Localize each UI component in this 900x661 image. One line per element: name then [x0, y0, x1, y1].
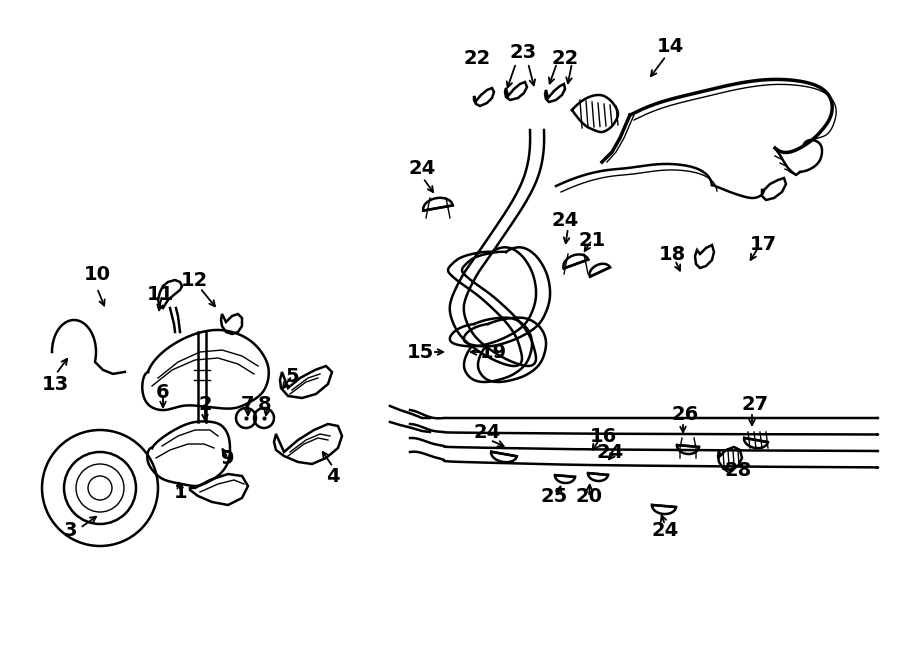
Text: 8: 8 [258, 395, 272, 414]
Text: 24: 24 [597, 442, 624, 461]
Text: 20: 20 [575, 488, 602, 506]
Text: 24: 24 [552, 210, 579, 229]
Polygon shape [762, 178, 786, 200]
Text: 7: 7 [241, 395, 255, 414]
Polygon shape [221, 314, 242, 334]
Text: 6: 6 [157, 383, 170, 403]
Text: 24: 24 [473, 422, 500, 442]
Text: 26: 26 [671, 405, 698, 424]
Polygon shape [474, 88, 494, 106]
Polygon shape [718, 447, 742, 470]
Polygon shape [588, 473, 608, 481]
Text: 21: 21 [579, 231, 606, 249]
Polygon shape [695, 245, 714, 268]
Text: 24: 24 [409, 159, 436, 178]
Text: 5: 5 [285, 366, 299, 385]
Polygon shape [190, 474, 248, 505]
Polygon shape [590, 264, 610, 277]
Polygon shape [652, 505, 676, 514]
Text: 16: 16 [590, 428, 616, 446]
Text: 11: 11 [147, 286, 174, 305]
Polygon shape [677, 445, 699, 454]
Text: 13: 13 [41, 375, 68, 395]
Text: 12: 12 [180, 270, 208, 290]
Polygon shape [505, 82, 527, 100]
Text: 14: 14 [656, 36, 684, 56]
Text: 23: 23 [509, 42, 536, 61]
Text: 24: 24 [652, 520, 679, 539]
Text: 2: 2 [198, 395, 212, 414]
Text: 17: 17 [750, 235, 777, 254]
Text: 28: 28 [724, 461, 751, 479]
Text: 4: 4 [326, 467, 340, 486]
Text: 19: 19 [480, 342, 507, 362]
Polygon shape [555, 475, 575, 483]
Text: 10: 10 [84, 266, 111, 284]
Polygon shape [545, 84, 565, 102]
Text: 27: 27 [742, 395, 769, 414]
Polygon shape [491, 451, 517, 462]
Polygon shape [563, 254, 589, 268]
Text: 3: 3 [63, 520, 76, 539]
Polygon shape [423, 198, 453, 211]
Polygon shape [280, 366, 332, 398]
Text: 18: 18 [659, 245, 686, 264]
Text: 15: 15 [407, 342, 434, 362]
Text: 1: 1 [175, 483, 188, 502]
Text: 22: 22 [552, 48, 579, 67]
Polygon shape [274, 424, 342, 464]
Text: 22: 22 [464, 48, 490, 67]
Text: 9: 9 [221, 449, 235, 467]
Text: 25: 25 [540, 488, 568, 506]
Polygon shape [158, 280, 182, 308]
Polygon shape [744, 438, 768, 448]
